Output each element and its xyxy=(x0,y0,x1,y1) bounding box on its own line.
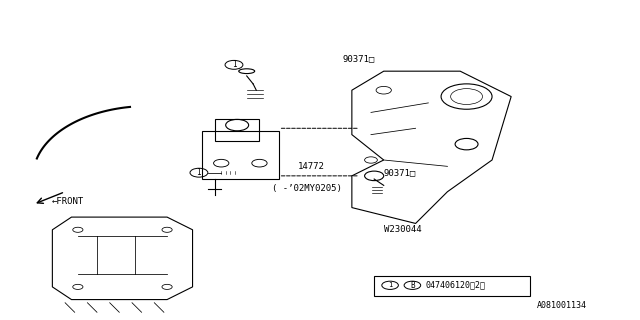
Text: 1: 1 xyxy=(388,282,392,288)
Text: W230044: W230044 xyxy=(384,225,421,234)
Text: ( -’02MY0205): ( -’02MY0205) xyxy=(272,184,342,193)
Text: ←FRONT: ←FRONT xyxy=(52,197,84,206)
Text: A081001134: A081001134 xyxy=(537,301,587,310)
Text: 1: 1 xyxy=(196,168,201,177)
Text: B: B xyxy=(410,281,415,290)
Text: 047406120（2）: 047406120（2） xyxy=(425,281,485,290)
Text: 14772: 14772 xyxy=(298,162,324,171)
Text: 1: 1 xyxy=(232,60,236,69)
Text: 90371□: 90371□ xyxy=(384,168,416,177)
Text: 90371□: 90371□ xyxy=(342,54,374,63)
